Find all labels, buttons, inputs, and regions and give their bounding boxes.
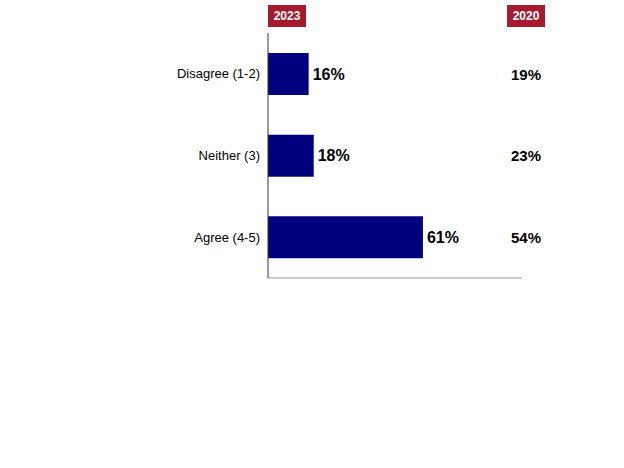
svg-text:19%: 19% [511, 66, 541, 83]
svg-text:Agree (4-5): Agree (4-5) [194, 230, 260, 245]
svg-text:16%: 16% [313, 66, 345, 83]
svg-text:23%: 23% [511, 147, 541, 164]
svg-text:Disagree (1-2): Disagree (1-2) [177, 66, 260, 81]
svg-text:18%: 18% [318, 147, 350, 164]
svg-text:Neither (3): Neither (3) [199, 148, 260, 163]
svg-text:61%: 61% [427, 229, 459, 246]
html-text:2023: 2023 [273, 9, 301, 23]
html-text:2020: 2020 [512, 9, 540, 23]
svg-text:54%: 54% [511, 229, 541, 246]
